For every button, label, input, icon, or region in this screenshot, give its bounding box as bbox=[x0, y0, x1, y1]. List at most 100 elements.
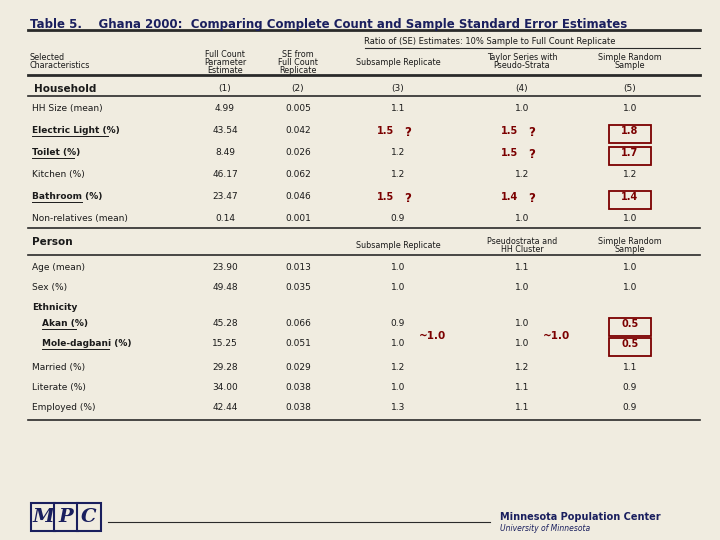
Text: 34.00: 34.00 bbox=[212, 383, 238, 392]
Text: 0.066: 0.066 bbox=[285, 319, 311, 328]
Text: Literate (%): Literate (%) bbox=[32, 383, 86, 392]
Text: 0.005: 0.005 bbox=[285, 104, 311, 113]
Text: 0.5: 0.5 bbox=[621, 319, 639, 329]
Text: Full Count: Full Count bbox=[278, 58, 318, 67]
Text: 1.4: 1.4 bbox=[501, 192, 518, 202]
Text: Married (%): Married (%) bbox=[32, 363, 85, 372]
Text: ?: ? bbox=[528, 148, 536, 161]
FancyBboxPatch shape bbox=[609, 318, 651, 336]
Text: 0.026: 0.026 bbox=[285, 148, 311, 157]
Text: 0.5: 0.5 bbox=[621, 339, 639, 349]
Text: 1.5: 1.5 bbox=[501, 126, 518, 136]
Text: 0.051: 0.051 bbox=[285, 339, 311, 348]
Text: Employed (%): Employed (%) bbox=[32, 403, 96, 412]
Text: Toilet (%): Toilet (%) bbox=[32, 148, 80, 157]
Text: 1.0: 1.0 bbox=[515, 283, 529, 292]
Text: HH Size (mean): HH Size (mean) bbox=[32, 104, 103, 113]
Text: Age (mean): Age (mean) bbox=[32, 263, 85, 272]
Text: 0.035: 0.035 bbox=[285, 283, 311, 292]
Text: 0.14: 0.14 bbox=[215, 214, 235, 223]
Text: Household: Household bbox=[34, 84, 96, 94]
Text: P: P bbox=[59, 508, 73, 526]
Text: 1.8: 1.8 bbox=[621, 126, 639, 136]
Text: Selected: Selected bbox=[30, 53, 65, 62]
Text: 23.47: 23.47 bbox=[212, 192, 238, 201]
Text: 1.4: 1.4 bbox=[621, 192, 639, 202]
Text: 1.0: 1.0 bbox=[515, 339, 529, 348]
Text: ?: ? bbox=[528, 126, 536, 139]
Text: (1): (1) bbox=[219, 84, 231, 93]
FancyBboxPatch shape bbox=[54, 503, 78, 531]
Text: C: C bbox=[81, 508, 96, 526]
Text: 1.0: 1.0 bbox=[515, 104, 529, 113]
Text: 0.9: 0.9 bbox=[391, 319, 405, 328]
Text: Table 5.    Ghana 2000:  Comparing Complete Count and Sample Standard Error Esti: Table 5. Ghana 2000: Comparing Complete … bbox=[30, 18, 627, 31]
Text: 46.17: 46.17 bbox=[212, 170, 238, 179]
Text: 1.1: 1.1 bbox=[515, 403, 529, 412]
Text: M: M bbox=[32, 508, 54, 526]
Text: Sex (%): Sex (%) bbox=[32, 283, 67, 292]
Text: University of Minnesota: University of Minnesota bbox=[500, 524, 590, 533]
Text: 1.0: 1.0 bbox=[515, 214, 529, 223]
Text: 1.1: 1.1 bbox=[515, 383, 529, 392]
Text: 1.0: 1.0 bbox=[391, 283, 405, 292]
Text: Simple Random: Simple Random bbox=[598, 237, 662, 246]
Text: Bathroom (%): Bathroom (%) bbox=[32, 192, 102, 201]
Text: 29.28: 29.28 bbox=[212, 363, 238, 372]
Text: Ratio of (SE) Estimates: 10% Sample to Full Count Replicate: Ratio of (SE) Estimates: 10% Sample to F… bbox=[364, 37, 616, 46]
Text: Simple Random: Simple Random bbox=[598, 53, 662, 62]
Text: 1.7: 1.7 bbox=[621, 148, 639, 158]
Text: 1.0: 1.0 bbox=[623, 263, 637, 272]
Text: Non-relatives (mean): Non-relatives (mean) bbox=[32, 214, 128, 223]
Text: ?: ? bbox=[405, 192, 411, 205]
Text: 15.25: 15.25 bbox=[212, 339, 238, 348]
Text: (5): (5) bbox=[624, 84, 636, 93]
Text: ~1.0: ~1.0 bbox=[544, 331, 571, 341]
Text: 1.2: 1.2 bbox=[391, 170, 405, 179]
Text: Minnesota Population Center: Minnesota Population Center bbox=[500, 512, 661, 522]
Text: 0.042: 0.042 bbox=[285, 126, 311, 135]
Text: Akan (%): Akan (%) bbox=[42, 319, 88, 328]
Text: 1.1: 1.1 bbox=[515, 263, 529, 272]
FancyBboxPatch shape bbox=[609, 147, 651, 165]
Text: 1.2: 1.2 bbox=[623, 170, 637, 179]
Text: (3): (3) bbox=[392, 84, 405, 93]
Text: 0.013: 0.013 bbox=[285, 263, 311, 272]
Text: HH Cluster: HH Cluster bbox=[500, 245, 544, 254]
Text: 1.0: 1.0 bbox=[623, 214, 637, 223]
Text: 0.9: 0.9 bbox=[623, 383, 637, 392]
Text: 1.0: 1.0 bbox=[623, 104, 637, 113]
Text: 0.062: 0.062 bbox=[285, 170, 311, 179]
Text: 23.90: 23.90 bbox=[212, 263, 238, 272]
Text: 1.5: 1.5 bbox=[377, 126, 395, 136]
Text: Pseudostrata and: Pseudostrata and bbox=[487, 237, 557, 246]
Text: 1.0: 1.0 bbox=[391, 263, 405, 272]
Text: 0.029: 0.029 bbox=[285, 363, 311, 372]
Text: 4.99: 4.99 bbox=[215, 104, 235, 113]
Text: 1.0: 1.0 bbox=[391, 383, 405, 392]
FancyBboxPatch shape bbox=[609, 125, 651, 143]
Text: 49.48: 49.48 bbox=[212, 283, 238, 292]
Text: 1.1: 1.1 bbox=[391, 104, 405, 113]
Text: Characteristics: Characteristics bbox=[30, 61, 91, 70]
Text: (2): (2) bbox=[292, 84, 305, 93]
Text: Sample: Sample bbox=[615, 245, 645, 254]
FancyBboxPatch shape bbox=[609, 191, 651, 209]
Text: 1.5: 1.5 bbox=[501, 148, 518, 158]
Text: Subsample Replicate: Subsample Replicate bbox=[356, 58, 441, 67]
Text: 0.038: 0.038 bbox=[285, 403, 311, 412]
Text: Subsample Replicate: Subsample Replicate bbox=[356, 241, 441, 250]
Text: 1.5: 1.5 bbox=[377, 192, 395, 202]
Text: Estimate: Estimate bbox=[207, 66, 243, 75]
Text: Mole-dagbani (%): Mole-dagbani (%) bbox=[42, 339, 132, 348]
Text: 1.1: 1.1 bbox=[623, 363, 637, 372]
Text: 0.9: 0.9 bbox=[391, 214, 405, 223]
Text: Full Count: Full Count bbox=[205, 50, 245, 59]
Text: SE from: SE from bbox=[282, 50, 314, 59]
Text: Pseudo-Strata: Pseudo-Strata bbox=[494, 61, 550, 70]
Text: Parameter: Parameter bbox=[204, 58, 246, 67]
Text: 45.28: 45.28 bbox=[212, 319, 238, 328]
Text: 0.001: 0.001 bbox=[285, 214, 311, 223]
Text: 1.2: 1.2 bbox=[515, 170, 529, 179]
Text: ~1.0: ~1.0 bbox=[419, 331, 446, 341]
